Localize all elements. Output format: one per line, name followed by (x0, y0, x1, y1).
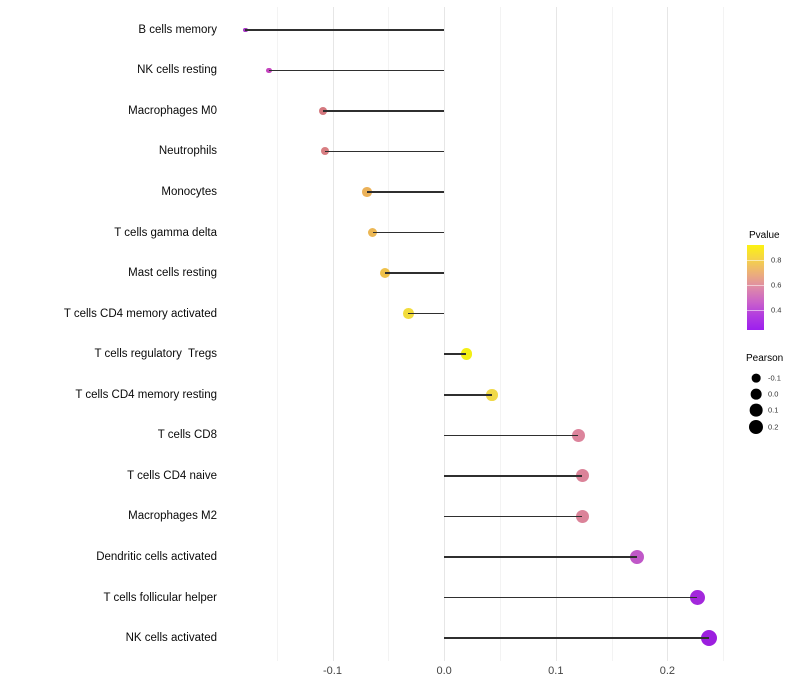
pearson-size-dot (749, 419, 763, 434)
x-gridline-minor (499, 7, 501, 661)
category-label: Monocytes (161, 186, 217, 198)
lollipop-stem (367, 191, 445, 193)
lollipop-dot (576, 509, 589, 523)
x-gridline-major (332, 7, 334, 661)
pearson-size-label: 0.1 (768, 405, 779, 415)
x-gridline-minor (388, 7, 390, 661)
lollipop-stem (444, 515, 583, 518)
colorbar-tick-mark (747, 310, 764, 311)
lollipop-dot (367, 227, 378, 238)
lollipop-stem (322, 110, 445, 112)
plot-panel (222, 7, 731, 661)
lollipop-dot (689, 589, 706, 606)
lollipop-stem (268, 69, 445, 72)
category-label: T cells CD4 naive (127, 469, 217, 482)
lollipop-dot (630, 549, 645, 564)
category-label: T cells gamma delta (114, 226, 217, 239)
category-label: NK cells activated (125, 632, 217, 644)
category-label: T cells regulatory Tregs (94, 348, 217, 361)
category-label: T cells CD4 memory activated (63, 307, 217, 320)
lollipop-dot (571, 428, 585, 442)
lollipop-stem (444, 596, 698, 599)
lollipop-dot (266, 67, 272, 74)
lollipop-dot (486, 389, 498, 401)
lollipop-stem (245, 29, 445, 31)
category-label: Macrophages M2 (128, 510, 217, 523)
lollipop-stem (444, 475, 583, 477)
colorbar-tick-mark (747, 260, 764, 261)
category-label: NK cells resting (137, 64, 217, 77)
x-axis-tick-label: 0.2 (659, 665, 676, 677)
lollipop-stem (444, 637, 709, 639)
lollipop-stem (408, 312, 445, 315)
x-gridline-major (444, 7, 446, 661)
pearson-size-dot (751, 373, 761, 383)
lollipop-dot (700, 630, 717, 646)
x-axis-tick-label: -0.1 (323, 665, 342, 677)
pvalue-tick-label: 0.8 (771, 255, 782, 265)
colorbar-tick-mark (747, 284, 764, 286)
category-label: Macrophages M0 (128, 104, 217, 117)
pvalue-colorbar (747, 245, 764, 330)
pearson-size-label: 0.0 (768, 389, 779, 399)
lollipop-dot (460, 348, 473, 360)
pearson-legend-title: Pearson (746, 353, 784, 364)
lollipop-stem (444, 434, 578, 437)
pearson-size-dot (750, 388, 762, 400)
category-label: B cells memory (138, 23, 217, 36)
x-gridline-minor (611, 7, 613, 661)
x-gridline-minor (723, 7, 725, 661)
pearson-size-label: 0.2 (768, 422, 779, 432)
x-axis-tick-label: 0.1 (548, 665, 564, 677)
pearson-size-label: -0.1 (768, 373, 781, 383)
lollipop-stem (324, 150, 445, 153)
category-label: T cells CD4 memory resting (75, 388, 217, 401)
x-axis-tick-label: 0.0 (436, 665, 452, 677)
category-label: Neutrophils (158, 145, 217, 158)
pvalue-legend-title: Pvalue (749, 230, 780, 241)
lollipop-stem (444, 394, 493, 396)
category-label: Mast cells resting (128, 267, 217, 280)
x-gridline-major (667, 7, 669, 661)
category-label: T cells CD8 (157, 429, 217, 442)
x-gridline-major (555, 7, 557, 661)
category-label: T cells follicular helper (103, 591, 217, 604)
lollipop-stem (385, 272, 445, 274)
category-label: Dendritic cells activated (96, 550, 217, 563)
pvalue-tick-label: 0.4 (771, 305, 782, 315)
lollipop-stem (444, 556, 638, 558)
pvalue-tick-label: 0.6 (771, 280, 782, 290)
x-gridline-minor (276, 7, 278, 661)
pearson-size-dot (749, 404, 763, 417)
lollipop-stem (444, 353, 467, 355)
lollipop-dot (576, 469, 589, 483)
lollipop-stem (372, 231, 445, 234)
